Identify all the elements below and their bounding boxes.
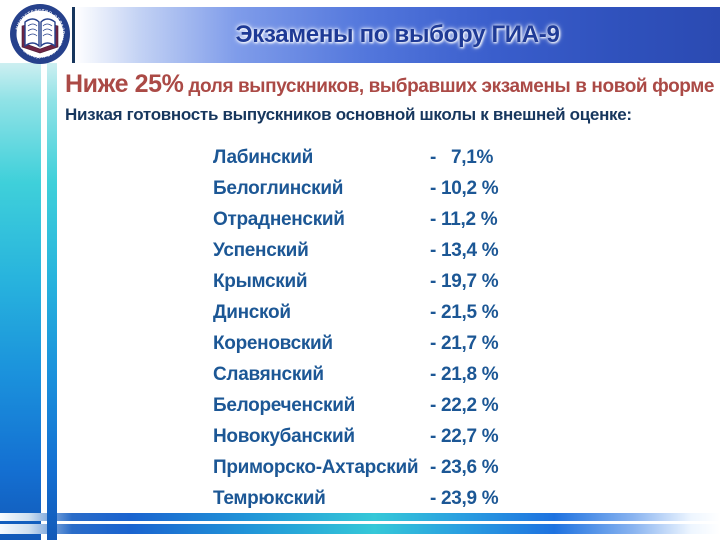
- district-value: - 22,7 %: [430, 425, 499, 447]
- district-value: - 13,4 %: [430, 239, 499, 261]
- district-name: Крымский: [213, 270, 308, 292]
- list-item: Белореченский - 22,2 %: [213, 390, 499, 421]
- district-name: Славянский: [213, 363, 324, 385]
- district-value: - 21,7 %: [430, 332, 499, 354]
- bottom-stripe-thick: [0, 524, 720, 534]
- district-name: Темрюкский: [213, 487, 326, 509]
- list-item: Отрадненский - 11,2 %: [213, 204, 498, 235]
- district-value: - 21,5 %: [430, 301, 499, 323]
- district-name: Белоглинский: [213, 177, 344, 199]
- district-name: Отрадненский: [213, 208, 345, 230]
- list-item: Успенский - 13,4 %: [213, 235, 499, 266]
- header-divider-line: [72, 7, 75, 63]
- left-accent-bar-narrow: [47, 63, 57, 540]
- subtitle-rest: доля выпускников, выбравших экзамены в н…: [183, 76, 715, 97]
- list-item: Кореновский - 21,7 %: [213, 328, 499, 359]
- district-value: - 19,7 %: [430, 270, 499, 292]
- district-name: Кореновский: [213, 332, 333, 354]
- page-title: Экзамены по выбору ГИА-9: [235, 21, 560, 48]
- header-band: Экзамены по выбору ГИА-9: [75, 7, 720, 63]
- emblem-open-book-icon: МИНИСТЕРСТВО ОБРАЗОВАНИЯ И НАУКИ КРАСНОД…: [8, 2, 70, 64]
- list-item: Динской - 21,5 %: [213, 297, 499, 328]
- district-list: Лабинский - 7,1% Белоглинский - 10,2 % Отрад…: [213, 142, 499, 514]
- list-item: Славянский - 21,8 %: [213, 359, 499, 390]
- district-name: Лабинский: [213, 146, 314, 168]
- district-value: - 10,2 %: [430, 177, 499, 199]
- district-name: Приморско-Ахтарский: [213, 456, 419, 478]
- district-name: Динской: [213, 301, 291, 323]
- list-item: Приморско-Ахтарский - 23,6 %: [213, 452, 499, 483]
- district-value: - 23,9 %: [430, 487, 499, 509]
- district-name: Новокубанский: [213, 425, 355, 447]
- list-item: Новокубанский - 22,7 %: [213, 421, 499, 452]
- district-value: - 22,2 %: [430, 394, 499, 416]
- district-value: - 7,1%: [430, 146, 494, 168]
- district-value: - 11,2 %: [430, 208, 498, 230]
- left-accent-bar-wide: [0, 63, 41, 540]
- district-name: Успенский: [213, 239, 309, 261]
- subtitle-highlight: Ниже 25%: [65, 70, 184, 98]
- list-item: Темрюкский - 23,9 %: [213, 483, 499, 514]
- district-value: - 21,8 %: [430, 363, 499, 385]
- statement-line: Низкая готовность выпускников основной ш…: [65, 105, 632, 124]
- list-item: Крымский - 19,7 %: [213, 266, 499, 297]
- bottom-stripe-thin: [0, 513, 720, 521]
- district-value: - 23,6 %: [430, 456, 499, 478]
- list-item: Белоглинский - 10,2 %: [213, 173, 499, 204]
- district-name: Белореченский: [213, 394, 355, 416]
- list-item: Лабинский - 7,1%: [213, 142, 498, 173]
- subtitle-line: Ниже 25% доля выпускников, выбравших экз…: [65, 70, 715, 99]
